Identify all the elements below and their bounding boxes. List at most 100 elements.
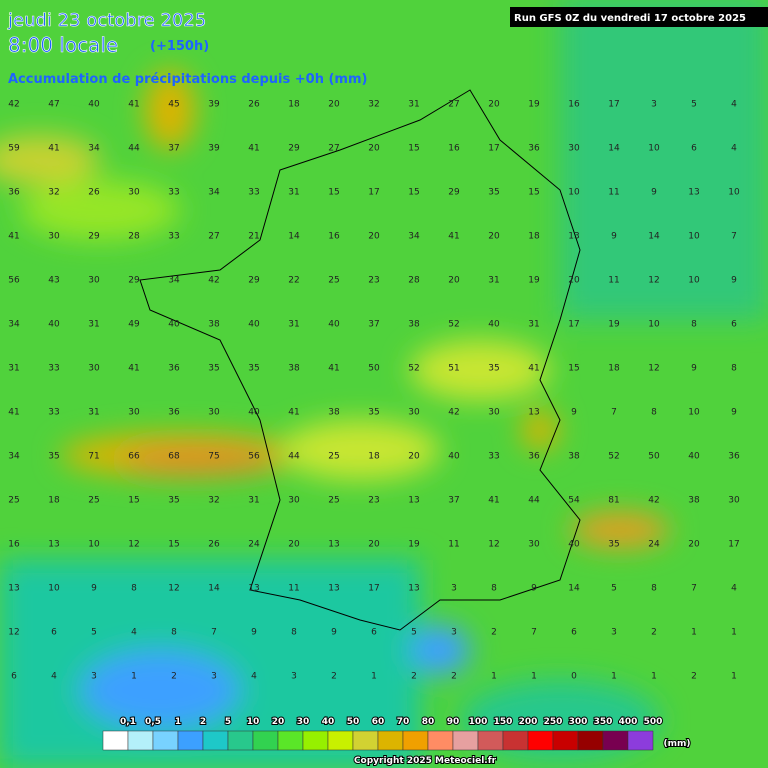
grid-value: 14 (648, 232, 660, 242)
grid-value: 31 (488, 276, 499, 286)
grid-value: 11 (288, 584, 299, 594)
grid-value: 3 (651, 100, 657, 110)
grid-value: 10 (688, 408, 700, 418)
legend-swatch (177, 730, 204, 751)
grid-value: 10 (688, 232, 700, 242)
grid-value: 3 (91, 672, 97, 682)
grid-value: 18 (48, 496, 60, 506)
grid-value: 10 (688, 276, 700, 286)
grid-value: 5 (91, 628, 97, 638)
grid-value: 56 (8, 276, 20, 286)
grid-value: 43 (48, 276, 59, 286)
legend-swatch (202, 730, 229, 751)
grid-value: 30 (88, 364, 100, 374)
grid-value: 9 (331, 628, 337, 638)
grid-value: 23 (368, 496, 379, 506)
grid-value: 8 (651, 584, 657, 594)
grid-value: 16 (568, 100, 580, 110)
grid-value: 15 (408, 144, 419, 154)
grid-value: 20 (408, 452, 420, 462)
grid-value: 20 (688, 540, 700, 550)
grid-value: 36 (528, 452, 540, 462)
grid-value: 52 (448, 320, 459, 330)
grid-value: 9 (731, 276, 737, 286)
grid-value: 44 (128, 144, 140, 154)
grid-value: 11 (608, 276, 619, 286)
grid-value: 6 (691, 144, 697, 154)
grid-value: 8 (491, 584, 497, 594)
grid-value: 2 (491, 628, 497, 638)
grid-value: 29 (448, 188, 460, 198)
legend-swatch (327, 730, 354, 751)
grid-value: 10 (48, 584, 60, 594)
grid-value: 42 (448, 408, 459, 418)
grid-value: 15 (568, 364, 579, 374)
grid-value: 41 (128, 100, 139, 110)
grid-value: 3 (291, 672, 297, 682)
grid-value: 8 (171, 628, 177, 638)
grid-value: 27 (208, 232, 219, 242)
grid-value: 41 (288, 408, 299, 418)
legend-swatch (277, 730, 304, 751)
grid-value: 18 (608, 364, 620, 374)
grid-value: 5 (611, 584, 617, 594)
legend-label: 150 (494, 717, 513, 727)
grid-value: 50 (648, 452, 660, 462)
legend-label: 500 (644, 717, 663, 727)
legend-label: 0,1 (120, 717, 136, 727)
grid-value: 50 (368, 364, 380, 374)
grid-value: 30 (128, 188, 140, 198)
legend-label: 30 (297, 717, 310, 727)
grid-value: 33 (248, 188, 259, 198)
legend-swatch (452, 730, 479, 751)
grid-value: 1 (611, 672, 617, 682)
legend-label: 60 (372, 717, 385, 727)
borders (139, 89, 581, 631)
legend-swatch (627, 730, 654, 751)
grid-value: 1 (131, 672, 137, 682)
grid-value: 8 (291, 628, 297, 638)
legend-label: 50 (347, 717, 360, 727)
grid-value: 32 (208, 496, 219, 506)
grid-value: 40 (488, 320, 500, 330)
grid-value: 37 (448, 496, 459, 506)
legend-label: 70 (397, 717, 410, 727)
grid-value: 17 (568, 320, 579, 330)
legend-swatch (227, 730, 254, 751)
grid-value: 38 (288, 364, 300, 374)
grid-value: 6 (731, 320, 737, 330)
grid-value: 13 (688, 188, 699, 198)
grid-value: 11 (608, 188, 619, 198)
grid-value: 54 (568, 496, 580, 506)
grid-value: 39 (208, 144, 220, 154)
legend-label: 1 (175, 717, 181, 727)
legend-label: 5 (225, 717, 231, 727)
grid-value: 30 (528, 540, 540, 550)
grid-value: 41 (528, 364, 539, 374)
grid-value: 7 (531, 628, 537, 638)
grid-value: 30 (408, 408, 420, 418)
grid-value: 40 (168, 320, 180, 330)
grid-value: 41 (48, 144, 59, 154)
grid-value: 41 (488, 496, 499, 506)
grid-value: 33 (168, 188, 179, 198)
grid-value: 2 (451, 672, 457, 682)
legend-label: 200 (519, 717, 538, 727)
legend-swatch (302, 730, 329, 751)
grid-value: 13 (408, 496, 419, 506)
grid-value: 38 (208, 320, 220, 330)
grid-value: 25 (328, 452, 339, 462)
grid-value: 8 (651, 408, 657, 418)
grid-value: 14 (208, 584, 220, 594)
grid-value: 6 (371, 628, 377, 638)
grid-value: 32 (48, 188, 59, 198)
grid-value: 16 (8, 540, 20, 550)
grid-value: 33 (48, 364, 59, 374)
grid-value: 18 (528, 232, 540, 242)
grid-value: 8 (691, 320, 697, 330)
grid-value: 56 (248, 452, 260, 462)
grid-value: 35 (208, 364, 219, 374)
grid-value: 34 (8, 320, 20, 330)
grid-value: 25 (328, 496, 339, 506)
grid-value: 37 (368, 320, 379, 330)
